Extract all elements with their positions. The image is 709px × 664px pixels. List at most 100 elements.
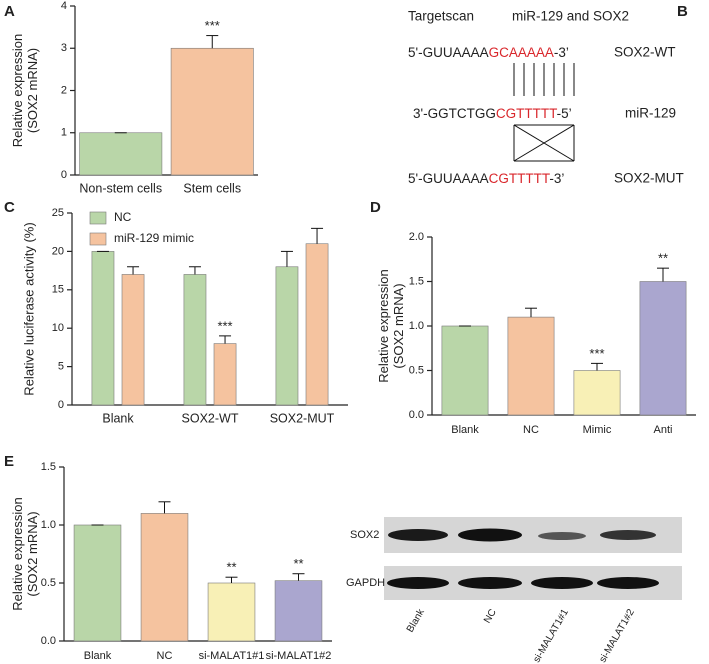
y-tick-label: 1.5 — [409, 275, 424, 287]
y-axis-label: (SOX2 mRNA) — [391, 283, 406, 368]
y-tick-label: 1.5 — [41, 461, 56, 473]
y-tick-label: 4 — [61, 0, 67, 12]
y-tick-label: 15 — [52, 284, 64, 296]
x-tick-label: Blank — [451, 424, 479, 436]
band — [388, 529, 448, 541]
bar — [121, 274, 145, 406]
y-tick-label: 2.0 — [409, 231, 424, 243]
bar — [275, 266, 299, 406]
significance-label: ** — [658, 251, 668, 266]
y-tick-label: 0.0 — [409, 409, 424, 421]
x-tick-label: SOX2-MUT — [270, 411, 335, 425]
bar — [207, 582, 256, 642]
legend-swatch — [89, 232, 107, 246]
y-tick-label: 3 — [61, 42, 67, 54]
legend-swatch — [89, 211, 107, 225]
band — [538, 532, 586, 540]
lane-label: si-MALAT1#1 — [531, 607, 571, 664]
band — [458, 577, 522, 589]
y-tick-label: 0.5 — [409, 364, 424, 376]
lane-label: Blank — [405, 606, 428, 634]
blot-row-label: GAPDH — [346, 577, 385, 589]
bar — [573, 370, 621, 416]
band — [597, 577, 659, 589]
western-blot: SOX2 GAPDH Blank NC si-MALAT1#1 si-MALAT… — [346, 517, 682, 664]
x-tick-label: si-MALAT1#2 — [266, 650, 332, 662]
pairing-lines — [513, 63, 575, 96]
bar — [305, 243, 329, 406]
bar — [441, 325, 489, 416]
bar — [73, 524, 122, 642]
y-axis-label: Relative expression — [10, 34, 25, 147]
y-axis-label: Relative luciferase activity (%) — [21, 222, 36, 395]
bar — [507, 316, 555, 416]
diagram-title: Targetscan — [408, 9, 474, 24]
lane-label: NC — [482, 607, 499, 625]
blot-row-label: SOX2 — [350, 529, 379, 541]
y-tick-label: 0.5 — [41, 577, 56, 589]
bar — [274, 580, 323, 642]
y-tick-label: 20 — [52, 245, 64, 257]
x-tick-label: Blank — [84, 650, 112, 662]
band — [531, 577, 593, 589]
chart: C Relative luciferase activity (%) 0 5 10 15 2… — [4, 199, 348, 425]
band — [387, 577, 449, 589]
panel-letter: C — [4, 199, 15, 216]
bar — [213, 343, 237, 406]
sequence: 5'-GUUAAAAGCAAAAA-3’ — [408, 45, 569, 60]
x-tick-label: Stem cells — [183, 181, 241, 195]
x-tick-label: Mimic — [583, 424, 612, 436]
panel-letter: E — [4, 453, 14, 470]
bar — [170, 47, 254, 176]
y-tick-label: 1.0 — [41, 519, 56, 531]
x-tick-label: si-MALAT1#1 — [199, 650, 265, 662]
y-tick-label: 10 — [52, 322, 64, 334]
x-tick-label: SOX2-WT — [182, 411, 239, 425]
y-tick-label: 2 — [61, 84, 67, 96]
y-tick-label: 0 — [58, 399, 64, 411]
bar — [79, 132, 163, 176]
chart: D Relative expression (SOX2 mRNA) 0.0 0.5 1.0… — [370, 199, 696, 436]
panel-letter: B — [677, 3, 688, 20]
x-tick-label: NC — [157, 650, 173, 662]
sequence-label: miR-129 — [625, 106, 676, 121]
band — [600, 530, 656, 540]
panel-letter: A — [4, 3, 15, 20]
y-tick-label: 1.0 — [409, 320, 424, 332]
sequence-label: SOX2-MUT — [614, 171, 684, 186]
chart: E Relative expression (SOX2 mRNA) 0.0 0.5 1.0… — [4, 453, 332, 662]
y-axis-label: (SOX2 mRNA) — [25, 511, 40, 596]
significance-label: ** — [226, 560, 236, 575]
y-tick-label: 25 — [52, 207, 64, 219]
y-tick-label: 0.0 — [41, 635, 56, 647]
bar — [183, 274, 207, 406]
y-tick-label: 5 — [58, 361, 64, 373]
band — [458, 528, 522, 542]
legend-label: NC — [114, 210, 132, 224]
sequence-label: SOX2-WT — [614, 45, 676, 60]
y-axis-label: (SOX2 mRNA) — [25, 48, 40, 133]
x-tick-label: Non-stem cells — [79, 181, 162, 195]
x-tick-label: NC — [523, 424, 539, 436]
y-tick-label: 1 — [61, 127, 67, 139]
chart: A Relative expression (SOX2 mRNA) 0 1 2 3 4 Non-… — [4, 0, 258, 195]
significance-label: *** — [205, 18, 220, 33]
lane-label: si-MALAT1#2 — [597, 607, 637, 664]
y-tick-label: 0 — [61, 169, 67, 181]
y-axis-label: Relative expression — [376, 269, 391, 382]
bar — [91, 251, 115, 406]
bar — [140, 513, 189, 642]
x-tick-label: Anti — [654, 424, 673, 436]
sequence-diagram: B Targetscan miR-129 and SOX2 5'-GUUAAAA… — [408, 3, 688, 186]
significance-label: ** — [293, 556, 303, 571]
significance-label: *** — [217, 318, 232, 333]
mismatch-lines — [513, 124, 575, 162]
y-axis-label: Relative expression — [10, 497, 25, 610]
legend-label: miR-129 mimic — [114, 231, 194, 245]
diagram-title: miR-129 and SOX2 — [512, 9, 629, 24]
sequence: 3'-GGTCTGGCGTTTTT-5’ — [413, 106, 572, 121]
panel-letter: D — [370, 199, 381, 216]
significance-label: *** — [589, 346, 604, 361]
sequence: 5'-GUUAAAACGTTTTT-3’ — [408, 171, 564, 186]
